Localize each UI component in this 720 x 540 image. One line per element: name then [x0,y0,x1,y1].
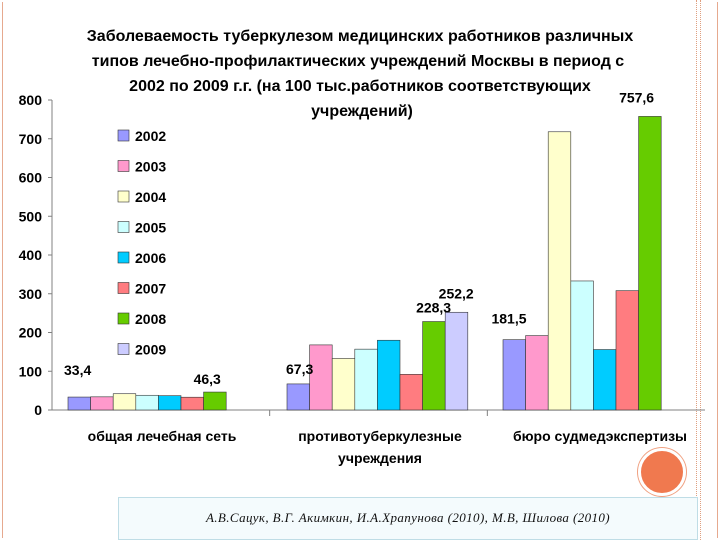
x-category-label: противотуберкулезные [298,428,462,444]
bar-2008-cat1 [203,391,227,411]
bar-2008-cat3 [638,116,662,411]
legend-swatch-2007 [117,282,130,294]
legend-label-2002: 2002 [135,128,166,144]
data-label: 46,3 [194,371,221,387]
bar-2004-cat1 [112,393,137,411]
x-category-label: учреждения [338,450,422,466]
y-tick-label: 200 [19,325,43,341]
incidence-bar-chart: 0 100 200 300 400 500 600 700 800 33,4 46,3 67,3 22… [19,28,705,466]
legend-label-2003: 2003 [135,159,166,175]
legend-label-2009: 2009 [135,342,166,358]
data-label: 228,3 [416,300,451,316]
legend-swatch-2004 [117,190,130,203]
y-tick-label: 500 [19,208,43,224]
chart-title-line: учреждений) [311,103,413,120]
y-tick-label: 0 [34,402,42,418]
bar-2002-cat2 [286,383,310,411]
y-tick-label: 300 [19,286,43,302]
bar-2006-cat3 [593,349,617,411]
legend-swatch-2008 [117,312,130,325]
citation-box: А.В.Сацук, В.Г. Акимкин, И.А.Храпунова (… [118,497,698,540]
y-tick-label: 600 [19,170,43,186]
bar-2003-cat3 [525,335,549,411]
data-label: 67,3 [286,361,313,377]
bar-2009-cat2 [444,311,469,411]
bar-2005-cat1 [135,394,159,411]
y-tick-label: 400 [19,247,43,263]
bar-2003-cat1 [90,396,114,411]
bar-2002-cat1 [67,396,91,411]
y-tick-label: 800 [19,92,43,108]
legend-label-2005: 2005 [135,220,166,236]
y-tick-label: 100 [19,363,43,379]
decorative-vertical-line [696,0,701,540]
chart-title-line: типов лечебно-профилактических учреждени… [92,53,625,70]
legend-label-2007: 2007 [135,281,166,297]
bar-2004-cat3 [547,131,572,411]
legend-label-2006: 2006 [135,250,166,266]
legend-label-2004: 2004 [135,189,166,205]
bar-2005-cat2 [354,348,378,411]
y-tick-label: 700 [19,131,43,147]
legend-swatch-2009 [117,343,130,355]
bar-2004-cat2 [331,358,356,411]
bar-2005-cat3 [570,280,594,411]
data-label: 181,5 [491,311,526,327]
bar-2007-cat3 [615,290,639,411]
data-label: 33,4 [64,362,91,378]
legend-swatch-2006 [117,251,130,264]
bar-2007-cat1 [180,396,204,411]
x-category-label: бюро судмедэкспертизы [513,428,687,444]
bar-2007-cat2 [399,374,423,411]
chart-title-line: Заболеваемость туберкулезом медицинских … [87,28,634,45]
bar-2002-cat3 [502,339,526,411]
data-label: 252,2 [439,285,474,301]
citation-text: А.В.Сацук, В.Г. Акимкин, И.А.Храпунова (… [205,510,611,525]
legend-label-2008: 2008 [135,311,166,327]
bar-2006-cat1 [158,395,182,411]
bar-2003-cat2 [309,344,333,411]
bar-2006-cat2 [377,339,401,411]
chart-title-line: 2002 по 2009 г.г. (на 100 тыс.работников… [129,78,591,95]
bar-2008-cat2 [422,321,446,411]
legend-swatch-2003 [117,160,130,172]
orange-circle-decoration [638,448,686,496]
data-label: 757,6 [619,89,654,105]
legend-swatch-2005 [117,221,130,233]
legend-swatch-2002 [117,129,130,142]
x-category-label: общая лечебная сеть [88,428,237,444]
